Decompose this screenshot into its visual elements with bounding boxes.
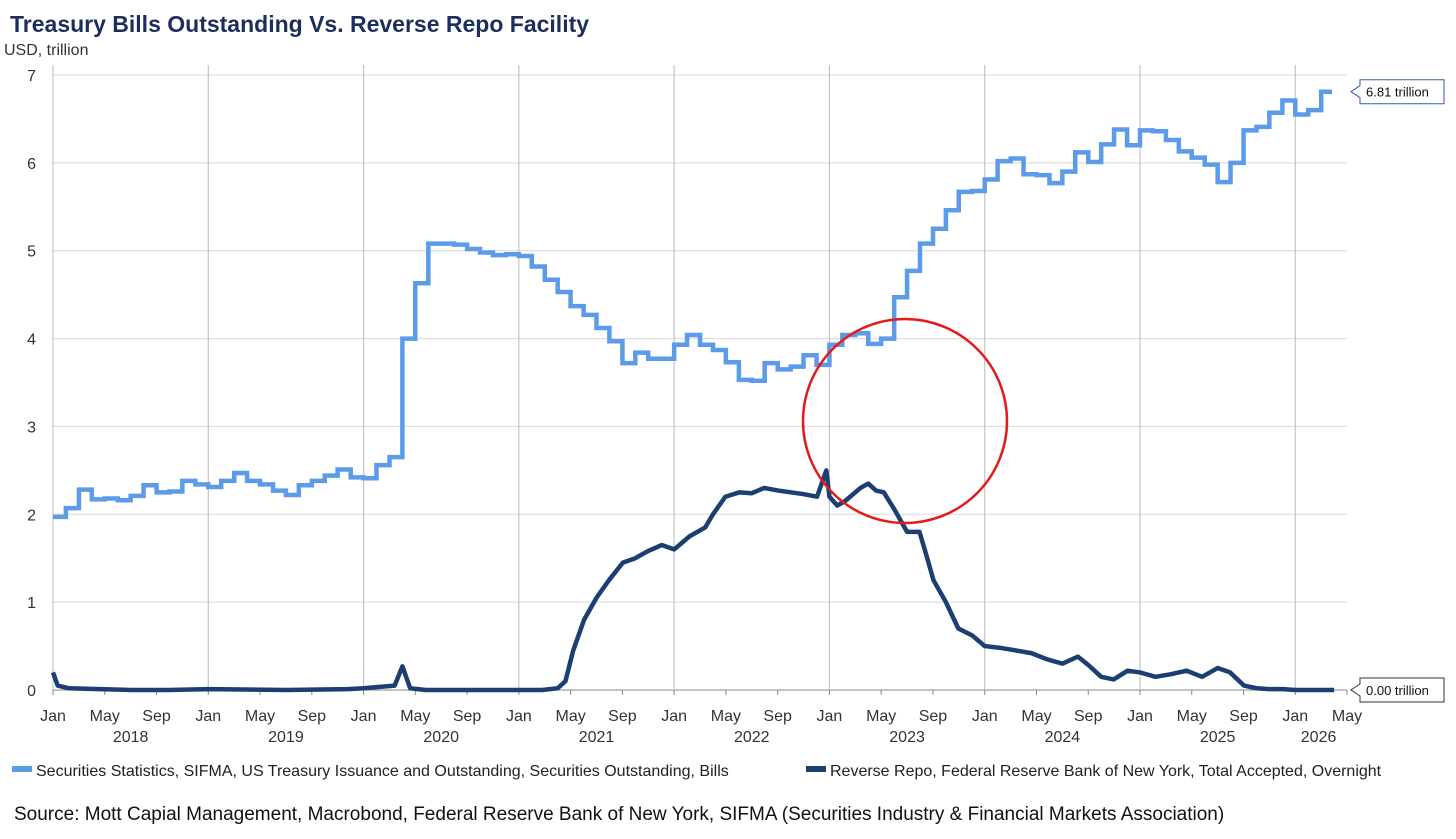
x-tick-label: Jan <box>972 708 998 725</box>
y-tick-label: 4 <box>27 332 36 349</box>
y-tick-label: 7 <box>27 68 36 85</box>
y-axis-unit-label: USD, trillion <box>4 42 88 59</box>
y-tick-label: 5 <box>27 244 36 261</box>
legend: Securities Statistics, SIFMA, US Treasur… <box>12 763 1382 780</box>
series-bills-line <box>53 89 1333 520</box>
x-tick-label: Jan <box>817 708 843 725</box>
x-tick-label: May <box>866 708 896 725</box>
chart-title: Treasury Bills Outstanding Vs. Reverse R… <box>10 11 589 37</box>
legend-label-bills: Securities Statistics, SIFMA, US Treasur… <box>36 763 729 780</box>
y-tick-label: 3 <box>27 419 36 436</box>
x-tick-label: May <box>400 708 430 725</box>
x-axis-year-labels: 2018 2019 2020 2021 2022 2023 2024 2025 2026 <box>113 729 1337 746</box>
end-value-label-bills: 6.81 trillion <box>1366 85 1429 100</box>
horizontal-gridlines <box>53 74 1347 691</box>
source-note: Source: Mott Capial Management, Macrobon… <box>14 804 1224 825</box>
end-value-callout-reverse-repo: 0.00 trillion <box>1350 677 1445 703</box>
x-year-label: 2022 <box>734 729 770 746</box>
x-year-label: 2024 <box>1045 729 1081 746</box>
y-tick-label: 1 <box>27 595 36 612</box>
x-tick-label: May <box>711 708 741 725</box>
x-tick-label: May <box>1332 708 1362 725</box>
x-tick-label: Sep <box>1229 708 1258 725</box>
x-tick-label: Jan <box>351 708 377 725</box>
y-tick-label: 0 <box>27 683 36 700</box>
x-year-label: 2020 <box>423 729 459 746</box>
x-tick-label: Sep <box>1074 708 1103 725</box>
legend-label-reverse-repo: Reverse Repo, Federal Reserve Bank of Ne… <box>830 763 1382 780</box>
x-year-label: 2018 <box>113 729 149 746</box>
x-tick-label: Sep <box>608 708 637 725</box>
x-tick-label: May <box>245 708 275 725</box>
x-year-label: 2019 <box>268 729 304 746</box>
x-tick-label: Sep <box>453 708 482 725</box>
legend-swatch-bills <box>12 766 32 772</box>
x-tick-label: Sep <box>298 708 327 725</box>
x-year-label: 2023 <box>889 729 925 746</box>
y-tick-label: 6 <box>27 156 36 173</box>
x-tick-label: May <box>1177 708 1207 725</box>
x-year-label: 2021 <box>579 729 615 746</box>
series-reverse-repo-line <box>50 468 1335 693</box>
x-tick-label: Jan <box>1127 708 1153 725</box>
x-tick-label: Sep <box>142 708 171 725</box>
highlight-circle-annotation <box>801 317 1009 525</box>
y-axis-ticks: 0 1 2 3 4 5 6 7 <box>27 68 36 700</box>
legend-swatch-reverse-repo <box>806 766 826 772</box>
x-tick-label: Sep <box>919 708 948 725</box>
y-tick-label: 2 <box>27 507 36 524</box>
vertical-gridlines <box>52 65 1296 690</box>
x-tick-label: Jan <box>506 708 532 725</box>
x-year-label: 2026 <box>1301 729 1337 746</box>
x-tick-label: Jan <box>195 708 221 725</box>
x-tick-label: Jan <box>40 708 66 725</box>
x-axis-month-ticks: Jan May Sep Jan May Sep Jan May Sep Jan May Sep Jan M… <box>40 690 1362 725</box>
x-tick-label: Jan <box>1282 708 1308 725</box>
end-value-label-reverse-repo: 0.00 trillion <box>1366 683 1429 698</box>
x-tick-label: May <box>90 708 120 725</box>
x-tick-label: May <box>1021 708 1051 725</box>
x-tick-label: Jan <box>661 708 687 725</box>
x-year-label: 2025 <box>1200 729 1236 746</box>
end-value-callout-bills: 6.81 trillion <box>1350 79 1445 105</box>
x-tick-label: May <box>556 708 586 725</box>
x-tick-label: Sep <box>763 708 792 725</box>
